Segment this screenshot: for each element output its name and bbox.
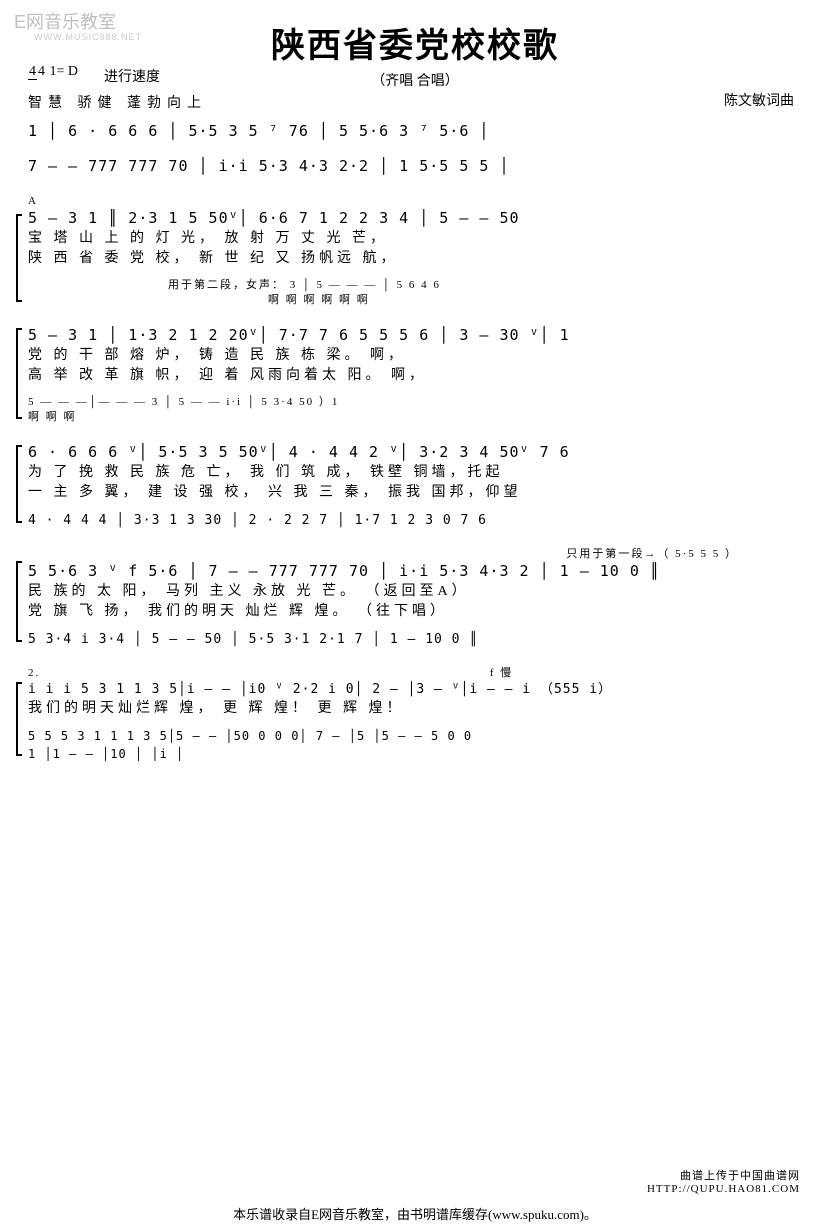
lyric-5b: 党 旗 飞 扬， 我们的明天 灿烂 辉 煌。 （往下唱） bbox=[28, 605, 798, 619]
system-4: 6 · 6 6 6 ⱽ│ 5·5 3 5 50ⱽ│ 4 · 4 4 2 ⱽ│ 3… bbox=[28, 445, 798, 527]
volta-marker: 2. bbox=[28, 667, 40, 679]
system-1: 1 │ 6 · 6 6 6 │ 5·5 3 5 ⁷ 76 │ 5 5·6 3 ⁷… bbox=[28, 124, 798, 174]
staff-6b: 5 5 5 3 1 1 1 3 5│5 — — │50 0 0 0│ 7 — │… bbox=[28, 730, 798, 742]
staff-2: 5 — 3 1 ║ 2·3 1 5 50ⱽ│ 6·6 7 1 2 2 3 4 │… bbox=[28, 211, 798, 226]
section-marker-a: A bbox=[28, 196, 798, 207]
source-footer: 曲谱上传于中国曲谱网 HTTP://QUPU.HAO81.COM bbox=[647, 1167, 800, 1195]
lyric-5a: 民 族的 太 阳， 马列 主义 永放 光 芒。 （返回至A） bbox=[28, 585, 798, 599]
staff-5: 5 5·6 3 ⱽ f 5·6 │ 7 — — 777 777 70 │ i·i… bbox=[28, 564, 798, 579]
footer-line1: 曲谱上传于中国曲谱网 bbox=[647, 1167, 800, 1183]
staff-4b: 4 · 4 4 4 │ 3·3 1 3 30 │ 2 · 2 2 7 │ 1·7… bbox=[28, 514, 798, 527]
score-title: 陕西省委党校校歌 bbox=[0, 18, 830, 67]
system-5: 只用于第一段→（ 5·5 5 5 ） 5 5·6 3 ⱽ f 5·6 │ 7 —… bbox=[28, 549, 798, 646]
system-6: 2. f 慢 i i i 5 3 1 1 3 5│i — — │i0 ⱽ 2·2… bbox=[28, 668, 798, 760]
staff-1a: 1 │ 6 · 6 6 6 │ 5·5 3 5 ⁷ 76 │ 5 5·6 3 ⁷… bbox=[28, 124, 798, 139]
cache-footer: 本乐谱收录自E网音乐教室，由书明谱库缓存(www.spuku.com)。 bbox=[0, 1204, 830, 1223]
staff-2-small: 3 │ 5 — — — │ 5 6 4 6 bbox=[290, 279, 441, 291]
small-lyric-2: 啊 啊 啊 啊 啊 啊 bbox=[28, 295, 798, 306]
composer-label: 陈文敏词曲 bbox=[724, 90, 794, 110]
staff-5b: 5 3·4 i 3·4 │ 5 — — 50 │ 5·5 3·1 2·1 7 │… bbox=[28, 633, 798, 646]
score-body: 1 │ 6 · 6 6 6 │ 5·5 3 5 ⁷ 76 │ 5 5·6 3 ⁷… bbox=[28, 124, 798, 782]
lyric-2-small: 啊 啊 啊 啊 啊 啊 bbox=[268, 294, 370, 306]
staff-6c: 1 │1 — — │10 │ │i │ bbox=[28, 748, 798, 760]
dynamics-label: f 慢 bbox=[490, 667, 513, 679]
lyric-3-small: 啊 啊 啊 bbox=[28, 412, 798, 423]
lyric-4a: 为 了 挽 救 民 族 危 亡， 我 们 筑 成， 铁壁 铜墙，托起 bbox=[28, 466, 798, 480]
sub-heading: 智慧 骄健 蓬勃向上 bbox=[28, 92, 207, 112]
staff-4: 6 · 6 6 6 ⱽ│ 5·5 3 5 50ⱽ│ 4 · 4 4 2 ⱽ│ 3… bbox=[28, 445, 798, 460]
lyric-3a: 党 的 干 部 熔 炉， 铸 造 民 族 栋 梁。 啊， bbox=[28, 349, 798, 363]
footer-url: HTTP://QUPU.HAO81.COM bbox=[647, 1183, 800, 1195]
staff-6: i i i 5 3 1 1 3 5│i — — │i0 ⱽ 2·2 i 0│ 2… bbox=[28, 683, 798, 696]
lyric-2a: 宝 塔 山 上 的 灯 光， 放 射 万 丈 光 芒， bbox=[28, 232, 798, 246]
staff-3: 5 — 3 1 │ 1·3 2 1 2 20ⱽ│ 7·7 7 6 5 5 5 6… bbox=[28, 328, 798, 343]
staff-1b: 7 — — 777 777 70 │ i·i 5·3 4·3 2·2 │ 1 5… bbox=[28, 159, 798, 174]
segment-note: 只用于第一段→（ 5·5 5 5 ） bbox=[28, 549, 798, 560]
system-2: A 5 — 3 1 ║ 2·3 1 5 50ⱽ│ 6·6 7 1 2 2 3 4… bbox=[28, 196, 798, 306]
lyric-2b: 陕 西 省 委 党 校， 新 世 纪 又 扬帆远 航， bbox=[28, 252, 798, 266]
lyric-6: 我们的明天灿烂辉 煌， 更 辉 煌！ 更 辉 煌！ bbox=[28, 702, 798, 716]
lyric-3b: 高 举 改 革 旗 帜， 迎 着 风雨向着太 阳。 啊， bbox=[28, 369, 798, 383]
voice-note: 用于第二段，女声： bbox=[168, 279, 285, 291]
system-3: 5 — 3 1 │ 1·3 2 1 2 20ⱽ│ 7·7 7 6 5 5 5 6… bbox=[28, 328, 798, 423]
tempo-label: 进行速度 bbox=[104, 66, 160, 86]
staff-3-small: 5 — — —│— — — 3 │ 5 — — i·i │ 5 3·4 50 ）… bbox=[28, 397, 798, 408]
lyric-4b: 一 主 多 翼， 建 设 强 校， 兴 我 三 秦， 振我 国邦，仰望 bbox=[28, 486, 798, 500]
time-signature: 44 1= D bbox=[28, 64, 78, 80]
small-note-2: 用于第二段，女声： 3 │ 5 — — — │ 5 6 4 6 bbox=[28, 280, 798, 291]
key-label: 1= D bbox=[50, 64, 79, 79]
volta-2: 2. f 慢 bbox=[28, 668, 798, 679]
